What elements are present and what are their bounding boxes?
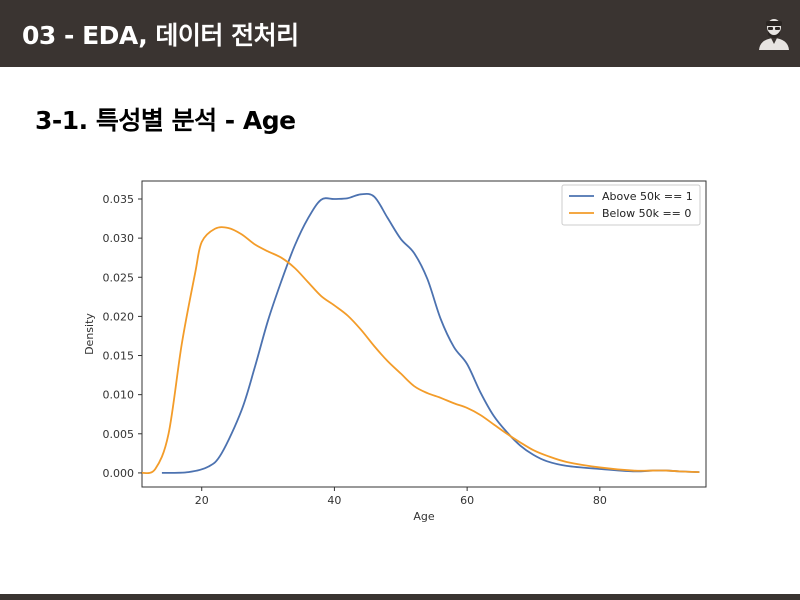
plot-frame (141, 180, 707, 488)
chart-axes: 20 40 60 80 0.000 0.005 0.010 0.015 0.020 0.025 0.… (103, 180, 707, 507)
y-tick-label: 0.020 (103, 310, 135, 323)
y-tick-label: 0.030 (103, 232, 135, 245)
x-tick-label: 80 (593, 494, 607, 507)
y-tick-label: 0.000 (103, 467, 135, 480)
x-tick-label: 20 (195, 494, 209, 507)
header-title: 03 - EDA, 데이터 전처리 (22, 21, 299, 50)
y-tick-label: 0.010 (103, 389, 135, 402)
chart-lines (141, 192, 700, 475)
chart-legend: Above 50k == 1 Below 50k == 0 (561, 184, 701, 226)
x-axis-label: Age (413, 510, 435, 523)
series-line-below-50k (141, 226, 700, 475)
y-axis-label: Density (83, 313, 96, 355)
series-line-above-50k (161, 192, 700, 474)
user-avatar-icon (759, 19, 789, 50)
y-tick-label: 0.035 (103, 193, 135, 206)
legend-box (561, 184, 701, 226)
x-tick-label: 60 (460, 494, 474, 507)
section-title: 3-1. 특성별 분석 - Age (35, 106, 296, 135)
legend-label: Above 50k == 1 (602, 190, 693, 203)
x-tick-label: 40 (327, 494, 341, 507)
header-bar: 03 - EDA, 데이터 전처리 (0, 0, 800, 67)
y-tick-label: 0.005 (103, 428, 135, 441)
footer-bar (0, 594, 800, 600)
y-tick-label: 0.015 (103, 350, 135, 363)
y-tick-label: 0.025 (103, 271, 135, 284)
legend-label: Below 50k == 0 (602, 207, 691, 220)
